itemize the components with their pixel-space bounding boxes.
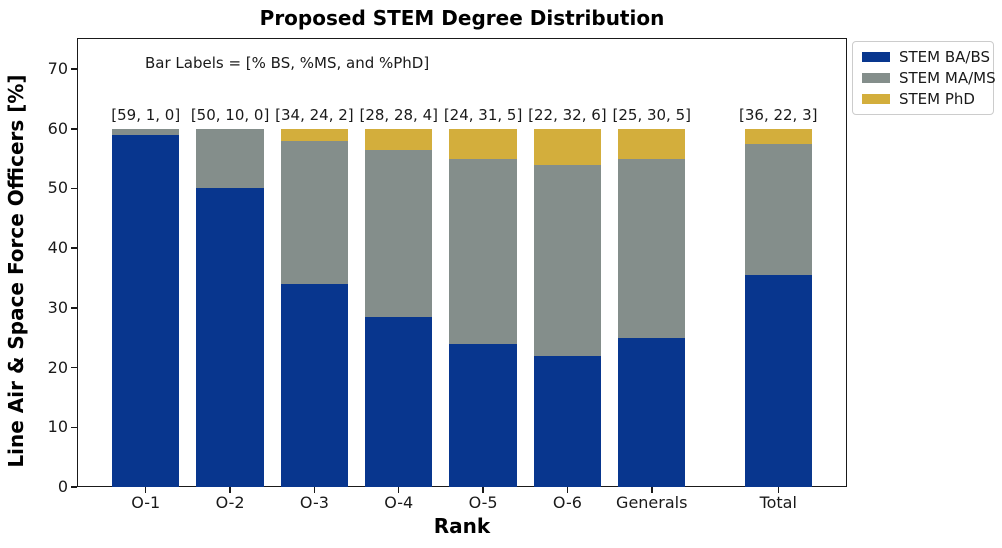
x-tick-label: O-1 xyxy=(131,493,161,512)
bar-segment xyxy=(618,337,686,487)
x-tick-label: O-3 xyxy=(299,493,329,512)
y-tick-mark xyxy=(71,307,77,309)
bar-segment xyxy=(365,128,433,150)
y-tick-mark xyxy=(71,247,77,249)
y-tick-label: 40 xyxy=(47,238,68,258)
bar-segment xyxy=(533,355,602,487)
legend: STEM BA/BS STEM MA/MS STEM PhD xyxy=(852,41,996,115)
x-tick-label: O-4 xyxy=(384,493,414,512)
x-tick-mark xyxy=(397,487,400,493)
legend-item-stem-babs: STEM BA/BS xyxy=(862,48,990,66)
bar-segment xyxy=(449,158,517,344)
bar-segment xyxy=(744,128,812,144)
legend-item-stem-phd: STEM PhD xyxy=(862,90,984,108)
x-tick-label: Total xyxy=(759,493,797,512)
x-tick-mark xyxy=(482,487,484,493)
x-tick-mark xyxy=(566,487,569,493)
bar-label: [25, 30, 5] xyxy=(612,105,692,124)
bar-segment xyxy=(112,134,180,487)
bar-segment xyxy=(618,128,686,159)
y-tick-label: 10 xyxy=(47,417,68,437)
legend-label: STEM BA/BS xyxy=(899,48,991,66)
legend-item-stem-mams: STEM MA/MS xyxy=(862,69,996,87)
y-tick-label: 0 xyxy=(57,477,68,496)
bar-label: [28, 28, 4] xyxy=(359,105,438,124)
y-tick-label: 70 xyxy=(47,59,68,79)
y-tick-mark xyxy=(71,128,77,130)
bar-label: [59, 1, 0] xyxy=(111,105,181,124)
bar-segment xyxy=(280,128,349,141)
bar-segment xyxy=(618,158,686,338)
bar-label: [22, 32, 6] xyxy=(528,105,607,124)
stem-phd-swatch-icon xyxy=(862,94,890,104)
y-tick-mark xyxy=(71,366,77,369)
bar-segment xyxy=(449,128,517,159)
bar-segment xyxy=(449,343,517,487)
x-tick-mark xyxy=(144,487,147,493)
x-tick-label: O-2 xyxy=(215,493,245,512)
x-tick-mark xyxy=(777,487,779,493)
bar-segment xyxy=(280,283,349,487)
x-tick-mark xyxy=(313,487,316,493)
x-tick-mark xyxy=(651,487,653,493)
chart-title: Proposed STEM Degree Distribution xyxy=(259,6,665,30)
y-tick-mark xyxy=(71,486,77,488)
bar-segment xyxy=(533,164,602,356)
bar-label: [50, 10, 0] xyxy=(190,105,270,124)
bar-segment xyxy=(196,188,264,487)
bar-label: [36, 22, 3] xyxy=(739,105,818,124)
y-tick-label: 50 xyxy=(47,178,68,198)
x-tick-mark xyxy=(229,487,231,493)
y-tick-label: 20 xyxy=(47,357,68,377)
bar-segment xyxy=(365,317,433,487)
y-tick-label: 30 xyxy=(47,297,68,317)
y-tick-mark xyxy=(71,426,77,429)
bar-labels-annotation: Bar Labels = [% BS, %MS, and %PhD] xyxy=(145,54,430,72)
bar-segment xyxy=(744,275,812,487)
bar-segment xyxy=(196,128,264,189)
bar-label: [24, 31, 5] xyxy=(443,105,523,124)
bar-segment xyxy=(280,140,349,284)
x-tick-label: O-5 xyxy=(468,493,498,512)
bar-segment xyxy=(744,143,812,276)
bar-segment xyxy=(533,128,602,165)
stem-babs-swatch-icon xyxy=(862,52,890,62)
x-tick-label: Generals xyxy=(616,493,688,512)
legend-label: STEM MA/MS xyxy=(899,69,996,87)
x-axis-label: Rank xyxy=(433,514,491,538)
stem-mams-swatch-icon xyxy=(862,73,890,83)
y-tick-label: 60 xyxy=(47,118,68,138)
y-tick-mark xyxy=(71,187,77,190)
y-tick-mark xyxy=(71,68,77,70)
bar-segment xyxy=(112,128,180,135)
legend-label: STEM PhD xyxy=(899,90,975,108)
bar-label: [34, 24, 2] xyxy=(275,105,354,124)
x-tick-label: O-6 xyxy=(552,493,582,512)
bar-segment xyxy=(365,149,433,318)
